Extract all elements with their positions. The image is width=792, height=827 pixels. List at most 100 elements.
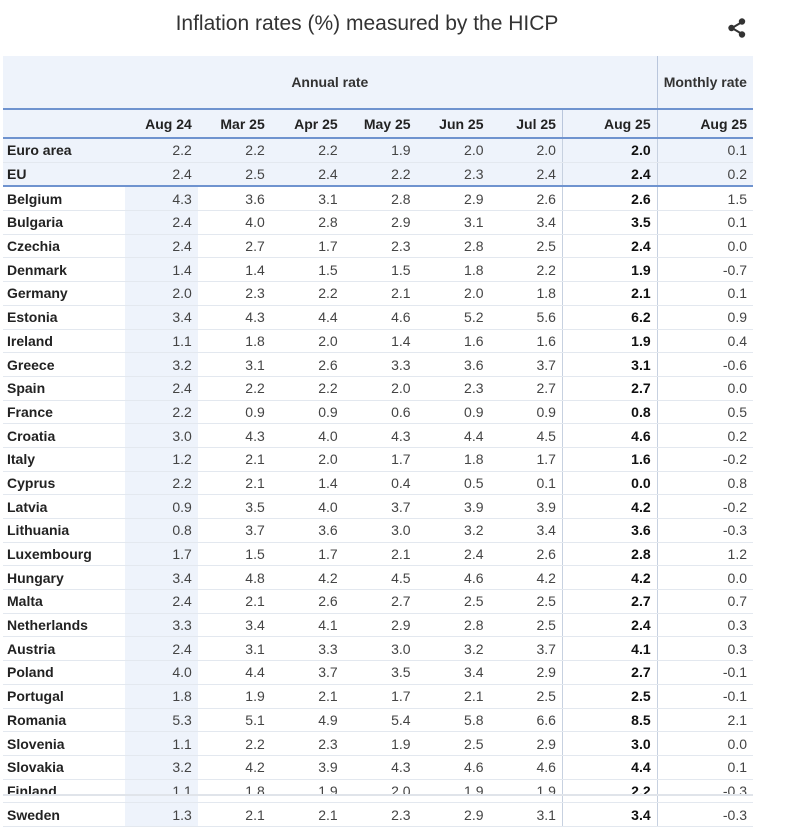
table-cell: 0.9 [197, 400, 271, 425]
table-cell: 2.1 [197, 589, 271, 614]
table-cell: 2.6 [489, 186, 563, 212]
table-cell: 3.4 [124, 565, 198, 591]
table-cell: 3.0 [561, 731, 658, 756]
table-row: Latvia 0.9 3.5 4.0 3.7 3.9 3.9 4.2 -0.2 [3, 494, 753, 519]
table-cell: 2.2 [270, 138, 344, 163]
table-cell: 4.6 [416, 565, 490, 591]
table-cell: 0.2 [657, 162, 753, 188]
table-cell: 2.7 [561, 589, 658, 614]
table-cell: 2.1 [270, 684, 344, 709]
table-cell: 2.5 [489, 613, 563, 638]
table-row: Estonia 3.4 4.3 4.4 4.6 5.2 5.6 6.2 0.9 [3, 305, 753, 330]
table-cell: 4.3 [197, 305, 271, 330]
table-cell: 4.4 [270, 305, 344, 330]
table-cell: 2.4 [561, 613, 658, 638]
row-label: Romania [3, 708, 125, 733]
table-cell: 0.0 [657, 565, 753, 591]
table-cell: -0.6 [657, 352, 753, 377]
table-cell: 2.2 [197, 376, 271, 401]
table-cell: 2.3 [270, 731, 344, 756]
table-cell: 4.0 [197, 210, 271, 235]
table-row: Italy 1.2 2.1 2.0 1.7 1.8 1.7 1.6 -0.2 [3, 447, 753, 472]
table-cell: 0.9 [416, 400, 490, 425]
column-header: Aug 25 [656, 108, 753, 139]
row-label: Croatia [3, 423, 125, 448]
table-cell: 0.8 [124, 518, 198, 543]
table-cell: 1.9 [489, 779, 563, 804]
table-cell: 1.4 [343, 329, 417, 354]
table-cell: 2.2 [561, 779, 658, 804]
table-cell: 0.8 [561, 400, 658, 425]
table-cell: 2.2 [124, 138, 198, 163]
table-cell: 2.2 [124, 400, 198, 425]
table-cell: 3.2 [124, 755, 198, 780]
table-cell: 3.4 [197, 613, 271, 638]
table-cell: 2.5 [416, 589, 490, 614]
table-cell: 2.4 [489, 162, 563, 188]
table-cell: 3.4 [416, 660, 490, 685]
table-cell: 2.3 [343, 802, 417, 827]
table-row: Austria 2.4 3.1 3.3 3.0 3.2 3.7 4.1 0.3 [3, 636, 753, 662]
table-cell: 2.9 [489, 731, 563, 756]
table-cell: 2.8 [416, 234, 490, 259]
table-cell: 0.0 [657, 731, 753, 756]
table-cell: 0.9 [489, 400, 563, 425]
table-cell: 0.2 [657, 423, 753, 448]
table-cell: 3.5 [197, 494, 271, 519]
table-cell: 2.0 [561, 138, 658, 163]
table-cell: 2.6 [270, 589, 344, 614]
table-row: Malta 2.4 2.1 2.6 2.7 2.5 2.5 2.7 0.7 [3, 589, 753, 614]
table-cell: 2.7 [561, 660, 658, 685]
row-label: Malta [3, 589, 125, 614]
table-cell: 2.0 [124, 281, 198, 306]
table-cell: 3.7 [197, 518, 271, 543]
row-label: France [3, 400, 125, 425]
table-cell: 1.9 [416, 779, 490, 804]
table-cell: 1.5 [657, 186, 753, 212]
table-cell: 2.2 [197, 138, 271, 163]
column-header-row: Aug 24 Mar 25 Apr 25 May 25 Jun 25 Jul 25 Aug … [3, 108, 753, 139]
table-cell: 1.8 [416, 447, 490, 472]
row-label: Poland [3, 660, 125, 685]
table-cell: 2.1 [197, 471, 271, 496]
row-label: Finland [3, 779, 125, 804]
table-cell: 0.4 [343, 471, 417, 496]
table-cell: 0.0 [657, 376, 753, 401]
table-cell: 5.6 [489, 305, 563, 330]
table-cell: 4.8 [197, 565, 271, 591]
table-cell: 3.6 [197, 186, 271, 212]
table-cell: 2.0 [416, 138, 490, 163]
table-cell: 0.1 [657, 755, 753, 780]
row-label: Sweden [3, 802, 125, 827]
table-cell: 2.6 [561, 186, 658, 212]
share-icon[interactable] [725, 16, 749, 40]
table-cell: 3.7 [270, 660, 344, 685]
table-cell: 1.7 [343, 684, 417, 709]
row-label: Italy [3, 447, 125, 472]
table-cell: 2.2 [197, 731, 271, 756]
table-cell: 4.4 [197, 660, 271, 685]
table-cell: 1.1 [124, 731, 198, 756]
row-label: Lithuania [3, 518, 125, 543]
table-row: Bulgaria 2.4 4.0 2.8 2.9 3.1 3.4 3.5 0.1 [3, 210, 753, 235]
row-label: Luxembourg [3, 542, 125, 567]
table-cell: 1.4 [124, 257, 198, 283]
table-cell: 0.0 [657, 234, 753, 259]
table-cell: 1.1 [124, 779, 198, 804]
table-cell: 2.9 [416, 186, 490, 212]
row-label: Cyprus [3, 471, 125, 496]
table-cell: 4.6 [416, 755, 490, 780]
table-cell: 3.1 [270, 186, 344, 212]
table-cell: 1.5 [343, 257, 417, 283]
table-cell: 1.6 [489, 329, 563, 354]
table-cell: 2.8 [270, 210, 344, 235]
row-label: Portugal [3, 684, 125, 709]
column-header: Apr 25 [270, 108, 344, 139]
table-cell: 4.0 [270, 423, 344, 448]
table-cell: 1.9 [343, 731, 417, 756]
table-cell: 5.1 [197, 708, 271, 733]
table-cell: 1.8 [489, 281, 563, 306]
table-cell: 1.9 [561, 329, 658, 354]
table-cell: 2.9 [416, 802, 490, 827]
table-cell: 0.3 [657, 613, 753, 638]
